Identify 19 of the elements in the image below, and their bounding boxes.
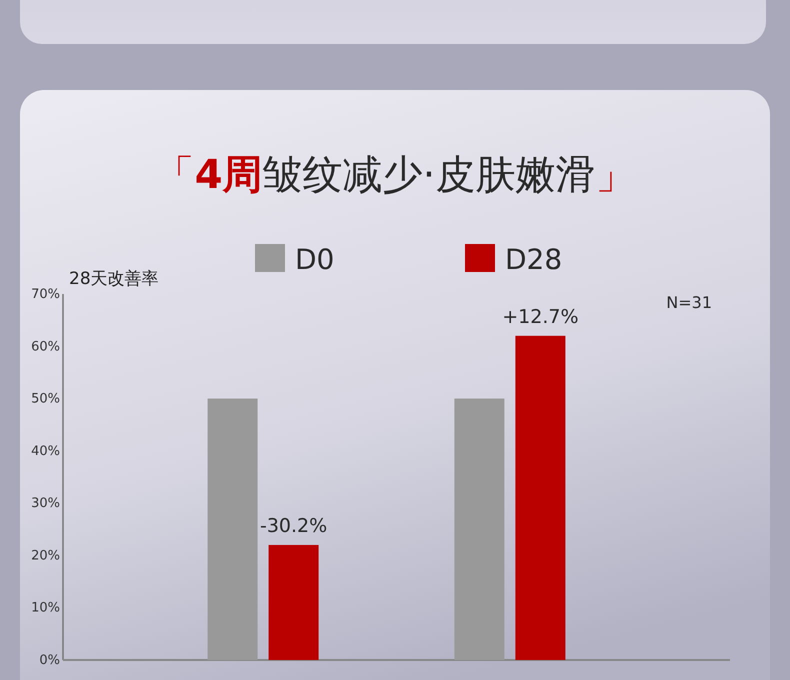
annotation: N=31	[666, 293, 712, 312]
annotation: -30.2%	[260, 514, 328, 537]
legend-label: D0	[295, 243, 334, 276]
legend-label: D28	[505, 243, 562, 276]
annotation: +12.7%	[502, 306, 579, 328]
y-tick-label: 40%	[31, 444, 60, 459]
y-tick-label: 60%	[31, 339, 60, 354]
chart-title: 「4周皱纹减少·皮肤嫩滑」	[154, 152, 636, 198]
y-tick-label: 20%	[31, 548, 60, 564]
y-tick-label: 50%	[31, 392, 60, 407]
bar	[268, 544, 319, 660]
y-axis-title: 28天改善率	[69, 269, 159, 289]
bar	[515, 336, 566, 660]
y-tick-label: 10%	[31, 600, 60, 616]
y-tick-label: 30%	[31, 496, 60, 512]
y-tick-label: 70%	[31, 287, 60, 302]
y-tick-label: 0%	[39, 653, 60, 668]
bar	[454, 398, 504, 660]
bar	[208, 398, 258, 660]
